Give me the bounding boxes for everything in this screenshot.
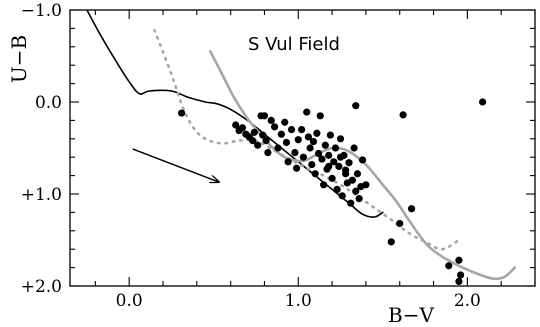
y-axis-label: U−B bbox=[7, 35, 31, 83]
data-point bbox=[362, 181, 370, 189]
x-tick-label-2: 2.0 bbox=[454, 291, 481, 311]
data-point bbox=[271, 123, 279, 131]
data-point bbox=[355, 195, 363, 203]
annotations bbox=[132, 148, 219, 182]
data-point bbox=[178, 109, 186, 117]
data-point bbox=[331, 144, 340, 152]
data-point bbox=[262, 137, 270, 145]
data-point bbox=[308, 160, 316, 169]
data-point bbox=[455, 256, 463, 264]
data-point bbox=[316, 112, 324, 120]
curve-solid-1 bbox=[86, 10, 384, 218]
data-point bbox=[287, 126, 296, 134]
data-point bbox=[306, 144, 314, 152]
data-point bbox=[238, 124, 247, 132]
x-axis-label: B−V bbox=[388, 303, 434, 327]
data-point bbox=[299, 153, 307, 161]
data-point bbox=[326, 131, 334, 139]
data-point bbox=[338, 192, 346, 200]
data-point bbox=[311, 170, 319, 178]
data-point bbox=[358, 156, 367, 164]
data-point bbox=[314, 149, 323, 158]
data-point bbox=[250, 128, 258, 136]
data-point bbox=[274, 144, 282, 152]
data-point bbox=[345, 159, 353, 167]
data-point bbox=[387, 238, 395, 246]
data-point bbox=[254, 141, 262, 149]
data-point bbox=[232, 121, 240, 129]
data-point bbox=[396, 219, 404, 228]
data-point bbox=[304, 133, 313, 141]
data-point bbox=[281, 118, 289, 126]
data-point bbox=[298, 126, 306, 134]
plot-frame bbox=[69, 9, 536, 287]
data-point bbox=[260, 112, 269, 120]
data-point bbox=[294, 136, 302, 144]
data-point bbox=[292, 164, 301, 172]
data-point bbox=[342, 166, 350, 174]
data-point bbox=[407, 205, 416, 213]
curve-dotted-3 bbox=[153, 28, 461, 251]
y-tick-label-2: +1.0 bbox=[21, 185, 62, 205]
data-point bbox=[291, 149, 299, 157]
data-point bbox=[336, 135, 345, 143]
data-point bbox=[399, 111, 407, 119]
data-point bbox=[309, 137, 318, 146]
data-point bbox=[313, 129, 321, 137]
data-point bbox=[347, 199, 355, 207]
data-point bbox=[325, 151, 333, 159]
data-point bbox=[321, 141, 329, 149]
data-point bbox=[348, 176, 356, 184]
arrow bbox=[132, 148, 219, 182]
x-tick-label-0: 0.0 bbox=[116, 291, 143, 311]
data-point bbox=[333, 185, 341, 193]
data-point bbox=[325, 162, 333, 170]
data-point bbox=[336, 153, 345, 161]
data-point bbox=[353, 170, 362, 178]
data-point bbox=[350, 144, 358, 152]
data-point bbox=[352, 187, 360, 195]
data-point bbox=[478, 98, 487, 106]
data-point bbox=[303, 108, 311, 116]
data-point bbox=[445, 262, 453, 270]
data-point bbox=[259, 131, 267, 139]
data-point bbox=[335, 162, 343, 170]
chart-title: S Vul Field bbox=[248, 34, 340, 55]
data-point bbox=[320, 181, 328, 189]
data-point bbox=[352, 102, 360, 110]
data-point bbox=[267, 116, 275, 124]
curve-solid-2 bbox=[209, 50, 516, 281]
data-point bbox=[277, 130, 285, 138]
data-point bbox=[455, 277, 463, 285]
y-tick-label-1: 0.0 bbox=[35, 93, 62, 113]
x-tick-label-1: 1.0 bbox=[285, 291, 312, 311]
data-point bbox=[318, 155, 326, 163]
data-point bbox=[284, 158, 292, 166]
y-tick-label-0: −1.0 bbox=[21, 1, 62, 21]
data-point bbox=[264, 149, 272, 157]
data-point bbox=[330, 158, 338, 166]
data-point bbox=[282, 138, 291, 147]
data-point bbox=[328, 174, 336, 182]
data-points bbox=[178, 98, 487, 285]
data-point bbox=[457, 271, 465, 279]
data-point bbox=[249, 137, 257, 145]
y-tick-label-3: +2.0 bbox=[21, 277, 62, 297]
